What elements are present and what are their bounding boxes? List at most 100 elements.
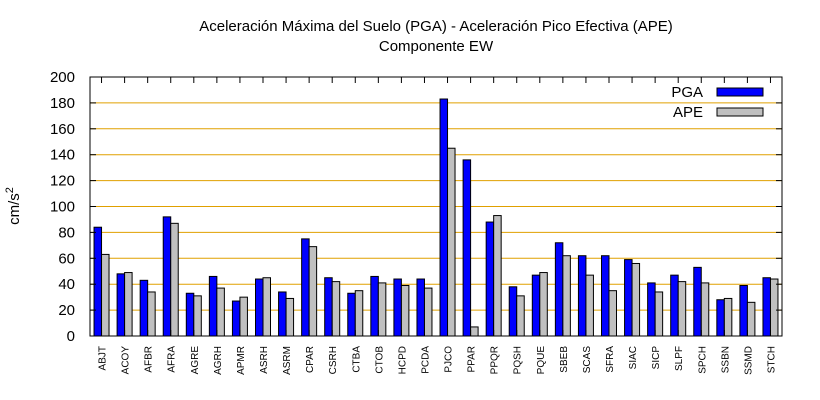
bar-ape-stch bbox=[769, 278, 779, 337]
bar-pga-ctob bbox=[370, 275, 379, 337]
x-tick-label: AFBR bbox=[144, 346, 155, 373]
bar-pga-sicp bbox=[647, 282, 656, 337]
chart-title: Aceleración Máxima del Suelo (PGA) - Ace… bbox=[199, 18, 673, 35]
bar-pga-pcda bbox=[416, 278, 425, 337]
y-tick-label: 60 bbox=[58, 250, 75, 267]
legend: PGA APE bbox=[671, 84, 764, 121]
y-tick-label: 100 bbox=[50, 199, 75, 216]
y-tick-label: 180 bbox=[50, 95, 75, 112]
x-tick-label: PQUE bbox=[536, 346, 547, 375]
bar-pga-asrh bbox=[255, 278, 264, 337]
bars bbox=[93, 98, 779, 337]
legend-label-pga: PGA bbox=[671, 84, 703, 101]
chart-subtitle: Componente EW bbox=[379, 38, 494, 55]
bar-pga-ctba bbox=[347, 292, 356, 337]
y-tick-label: 80 bbox=[58, 224, 75, 241]
bar-pga-sbeb bbox=[554, 242, 564, 337]
bar-ape-ctob bbox=[377, 282, 387, 337]
bar-pga-csrh bbox=[324, 277, 333, 337]
bar-ape-asrm bbox=[285, 297, 295, 337]
bar-pga-slpf bbox=[670, 274, 679, 337]
x-tick-label: SICP bbox=[651, 346, 662, 370]
bar-pga-apmr bbox=[231, 300, 241, 337]
bar-ape-afra bbox=[170, 222, 179, 337]
bar-pga-spch bbox=[693, 266, 702, 337]
y-tick-label: 20 bbox=[58, 302, 75, 319]
x-tick-label: SSMD bbox=[743, 346, 754, 375]
bar-ape-afbr bbox=[147, 291, 156, 337]
bar-ape-agre bbox=[193, 295, 202, 337]
x-tick-label: AFRA bbox=[167, 346, 178, 373]
bar-ape-sfra bbox=[608, 290, 617, 337]
bar-ape-hcpd bbox=[400, 284, 410, 337]
bar-pga-abjt bbox=[93, 226, 103, 337]
bar-pga-pqsh bbox=[508, 286, 518, 337]
bar-pga-acoy bbox=[116, 273, 126, 337]
bar-pga-pjco bbox=[439, 98, 449, 337]
x-tick-label: SPCH bbox=[697, 346, 708, 374]
bar-ape-pcda bbox=[423, 287, 433, 337]
x-tick-label: SSBN bbox=[720, 346, 731, 373]
bar-pga-sfra bbox=[601, 255, 610, 337]
bar-ape-agrh bbox=[216, 287, 225, 337]
x-tick-label: HCPD bbox=[397, 346, 408, 374]
x-axis-ticks: ABJT ACOY AFBR AFRA AGRE AGRH APMR ASRH ASRM CPAR… bbox=[98, 77, 777, 375]
bar-pga-pque bbox=[531, 274, 541, 337]
x-tick-label: ASRH bbox=[259, 346, 270, 374]
y-tick-label: 160 bbox=[50, 121, 75, 138]
bar-pga-ppar bbox=[462, 159, 472, 337]
bar-pga-scas bbox=[577, 255, 587, 337]
bar-ape-siac bbox=[631, 262, 641, 337]
x-tick-label: PQSH bbox=[513, 346, 524, 374]
x-tick-label: CTBA bbox=[351, 346, 362, 373]
y-tick-label: 0 bbox=[67, 328, 75, 345]
bar-ape-ctba bbox=[354, 290, 364, 337]
bar-pga-stch bbox=[762, 277, 771, 337]
bar-ape-spch bbox=[700, 282, 710, 337]
x-tick-label: SFRA bbox=[605, 346, 616, 373]
bar-pga-asrm bbox=[278, 291, 287, 337]
bar-pga-afbr bbox=[139, 279, 149, 337]
x-tick-label: PPQR bbox=[490, 346, 501, 374]
x-tick-label: SIAC bbox=[628, 346, 639, 369]
bar-ape-sicp bbox=[654, 291, 664, 337]
bar-ape-scas bbox=[585, 274, 594, 337]
x-tick-label: ACOY bbox=[121, 346, 132, 375]
bar-ape-pjco bbox=[447, 147, 456, 337]
bar-pga-ssmd bbox=[739, 284, 748, 337]
x-tick-label: CPAR bbox=[305, 346, 316, 373]
x-tick-label: AGRE bbox=[190, 346, 201, 375]
legend-swatch-ape bbox=[716, 107, 764, 117]
bar-ape-csrh bbox=[331, 281, 341, 337]
y-tick-label: 40 bbox=[58, 276, 75, 293]
bar-ape-apmr bbox=[239, 296, 248, 337]
bar-ape-asrh bbox=[262, 277, 271, 337]
y-axis-ticks: 0 20 40 60 80 100 120 140 160 180 200 bbox=[50, 69, 782, 345]
bar-pga-cpar bbox=[301, 238, 310, 337]
y-axis-label-superscript: 2 bbox=[4, 187, 16, 193]
bar-ape-abjt bbox=[101, 253, 110, 337]
x-tick-label: SLPF bbox=[674, 346, 685, 371]
bar-ape-slpf bbox=[677, 281, 687, 337]
bar-ape-acoy bbox=[124, 272, 133, 337]
bar-pga-hcpd bbox=[393, 278, 402, 337]
bar-ape-pque bbox=[539, 272, 548, 337]
x-tick-label: ASRM bbox=[282, 346, 293, 375]
bar-ape-cpar bbox=[308, 246, 318, 337]
legend-label-ape: APE bbox=[673, 104, 703, 121]
bar-ape-sbeb bbox=[562, 255, 571, 337]
grid-lines bbox=[90, 102, 782, 311]
bar-pga-agre bbox=[185, 292, 195, 337]
x-tick-label: CTOB bbox=[374, 346, 385, 374]
y-axis-label: cm/s2 bbox=[4, 187, 23, 225]
bar-ape-ssbn bbox=[723, 297, 733, 337]
y-tick-label: 120 bbox=[50, 173, 75, 190]
x-tick-label: STCH bbox=[766, 346, 777, 373]
bar-pga-agrh bbox=[208, 275, 218, 337]
bar-pga-siac bbox=[624, 259, 633, 337]
x-tick-label: CSRH bbox=[328, 346, 339, 374]
x-tick-label: SCAS bbox=[582, 346, 593, 374]
bar-pga-ppqr bbox=[485, 221, 495, 337]
x-tick-label: APMR bbox=[236, 346, 247, 375]
